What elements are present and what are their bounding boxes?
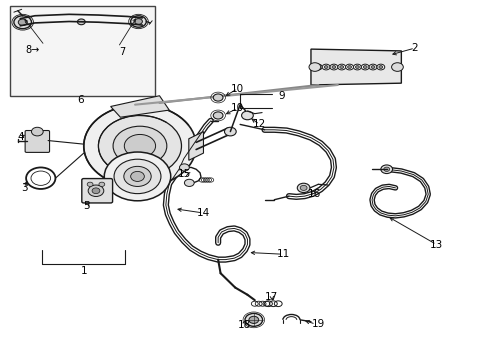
Circle shape bbox=[249, 316, 259, 323]
Circle shape bbox=[18, 19, 27, 26]
Circle shape bbox=[340, 66, 343, 68]
Text: 4: 4 bbox=[18, 132, 24, 142]
Circle shape bbox=[131, 171, 145, 181]
Circle shape bbox=[224, 127, 236, 136]
Circle shape bbox=[135, 19, 143, 24]
Circle shape bbox=[213, 94, 223, 101]
Text: 16: 16 bbox=[308, 189, 321, 199]
Text: 11: 11 bbox=[276, 249, 290, 259]
Circle shape bbox=[345, 64, 353, 70]
Circle shape bbox=[324, 66, 328, 68]
Circle shape bbox=[381, 165, 392, 174]
Text: 12: 12 bbox=[253, 120, 266, 129]
Circle shape bbox=[330, 64, 338, 70]
Circle shape bbox=[379, 66, 383, 68]
Circle shape bbox=[361, 64, 369, 70]
Text: 10: 10 bbox=[231, 103, 244, 113]
Text: 18: 18 bbox=[237, 320, 251, 329]
Circle shape bbox=[338, 64, 345, 70]
Circle shape bbox=[392, 63, 403, 71]
Text: 15: 15 bbox=[178, 168, 192, 179]
Text: 2: 2 bbox=[412, 43, 418, 53]
Text: 17: 17 bbox=[265, 292, 278, 302]
Polygon shape bbox=[189, 132, 203, 160]
Circle shape bbox=[92, 188, 100, 194]
Circle shape bbox=[88, 185, 104, 197]
Circle shape bbox=[124, 166, 151, 186]
Circle shape bbox=[377, 64, 385, 70]
Circle shape bbox=[184, 179, 194, 186]
Circle shape bbox=[179, 164, 189, 171]
Circle shape bbox=[369, 64, 377, 70]
Text: 13: 13 bbox=[430, 239, 443, 249]
Circle shape bbox=[347, 66, 351, 68]
FancyBboxPatch shape bbox=[25, 131, 49, 152]
Circle shape bbox=[213, 112, 223, 119]
Circle shape bbox=[384, 167, 390, 171]
Polygon shape bbox=[111, 96, 169, 117]
Circle shape bbox=[98, 116, 181, 176]
Text: 10: 10 bbox=[231, 84, 244, 94]
Circle shape bbox=[355, 66, 359, 68]
Text: 6: 6 bbox=[77, 95, 84, 105]
Text: 3: 3 bbox=[21, 183, 27, 193]
Circle shape bbox=[363, 66, 367, 68]
Text: 19: 19 bbox=[312, 319, 325, 329]
Text: 14: 14 bbox=[197, 208, 210, 218]
Text: 7: 7 bbox=[119, 46, 125, 57]
Circle shape bbox=[245, 314, 263, 326]
Text: 5: 5 bbox=[83, 201, 90, 211]
Circle shape bbox=[131, 16, 147, 27]
Bar bbox=[10, 6, 155, 96]
Text: 1: 1 bbox=[80, 266, 87, 276]
FancyBboxPatch shape bbox=[82, 179, 113, 203]
Circle shape bbox=[124, 134, 156, 157]
Circle shape bbox=[309, 63, 321, 71]
Circle shape bbox=[104, 152, 171, 201]
Circle shape bbox=[113, 126, 167, 166]
Text: 9: 9 bbox=[278, 91, 285, 102]
Circle shape bbox=[77, 19, 85, 25]
Circle shape bbox=[99, 182, 105, 186]
Circle shape bbox=[297, 183, 310, 193]
Circle shape bbox=[371, 66, 375, 68]
Circle shape bbox=[31, 127, 43, 136]
Circle shape bbox=[332, 66, 336, 68]
Circle shape bbox=[84, 105, 196, 187]
Circle shape bbox=[353, 64, 361, 70]
Circle shape bbox=[322, 64, 330, 70]
Circle shape bbox=[114, 159, 161, 194]
Polygon shape bbox=[311, 49, 401, 85]
Circle shape bbox=[300, 185, 307, 190]
Circle shape bbox=[87, 182, 93, 186]
Circle shape bbox=[242, 111, 253, 120]
Circle shape bbox=[317, 66, 320, 68]
Circle shape bbox=[315, 64, 322, 70]
Text: 8→: 8→ bbox=[25, 45, 40, 55]
Circle shape bbox=[14, 16, 31, 29]
